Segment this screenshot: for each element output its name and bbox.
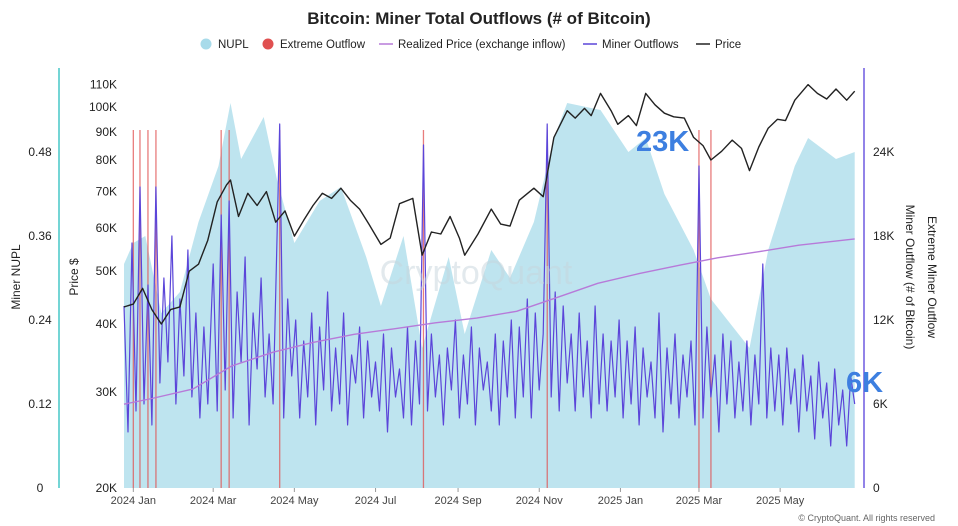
price-tick-9: 110K [90, 78, 117, 92]
price-axis-label: Price $ [67, 258, 81, 296]
outflow-tick-2: 12K [873, 313, 894, 327]
extreme-axis-label: Extreme Miner Outflow [925, 216, 939, 338]
nupl-tick-1: 0.12 [28, 397, 52, 411]
price-tick-3: 50K [96, 264, 117, 278]
x-tick-4: 2024 Sep [435, 495, 482, 507]
price-tick-2: 40K [96, 317, 117, 331]
price-tick-5: 70K [96, 185, 117, 199]
legend-label-0: NUPL [218, 39, 249, 51]
outflow-tick-4: 24K [873, 145, 894, 159]
realized-price-line [123, 238, 855, 405]
nupl-tick-2: 0.24 [28, 313, 52, 327]
outflow-tick-0: 0 [873, 481, 880, 495]
nupl-tick-3: 0.36 [28, 229, 52, 243]
nupl-axis-label: Miner NUPL [9, 244, 23, 310]
plot-area [123, 83, 856, 488]
nupl-tick-0: 0 [37, 481, 44, 495]
x-tick-2: 2024 May [270, 495, 319, 507]
legend-label-3: Miner Outflows [602, 39, 679, 51]
legend: NUPL Extreme Outflow Realized Price (excha… [200, 38, 741, 51]
x-tick-7: 2025 Mar [676, 495, 723, 507]
x-tick-1: 2024 Mar [190, 495, 237, 507]
price-line [123, 83, 856, 325]
miner-outflows-line [123, 123, 856, 447]
price-tick-4: 60K [96, 221, 117, 235]
nupl-tick-4: 0.48 [28, 145, 52, 159]
copyright-text: © CryptoQuant. All rights reserved [798, 513, 935, 523]
legend-marker-0 [200, 38, 212, 50]
x-tick-5: 2024 Nov [516, 495, 564, 507]
price-tick-1: 30K [96, 385, 117, 399]
price-tick-6: 80K [96, 153, 117, 167]
axis-ticks: 0 0.12 0.24 0.36 0.48 20K 30K 40K 50K 60K 70K 80K 90… [28, 78, 894, 507]
legend-marker-1 [262, 38, 274, 50]
legend-label-4: Price [715, 39, 741, 51]
outflow-tick-3: 18K [873, 229, 894, 243]
x-tick-0: 2024 Jan [111, 495, 156, 507]
outflow-axis-label: Miner Outflow (# of Bitcoin) [903, 205, 917, 350]
outflow-tick-1: 6K [873, 397, 888, 411]
x-tick-6: 2025 Jan [598, 495, 643, 507]
legend-label-1: Extreme Outflow [280, 39, 366, 51]
price-tick-8: 100K [89, 100, 117, 114]
nupl-area [124, 103, 855, 488]
x-tick-8: 2025 May [756, 495, 805, 507]
x-tick-3: 2024 Jul [355, 495, 397, 507]
price-tick-7: 90K [96, 125, 117, 139]
chart-title: Bitcoin: Miner Total Outflows (# of Bitc… [307, 9, 650, 28]
legend-label-2: Realized Price (exchange inflow) [398, 39, 566, 51]
annotation-23k: 23K [636, 126, 689, 158]
price-tick-0: 20K [96, 481, 117, 495]
watermark: CryptoQuant [380, 254, 573, 292]
annotation-6k: 6K [846, 367, 883, 399]
